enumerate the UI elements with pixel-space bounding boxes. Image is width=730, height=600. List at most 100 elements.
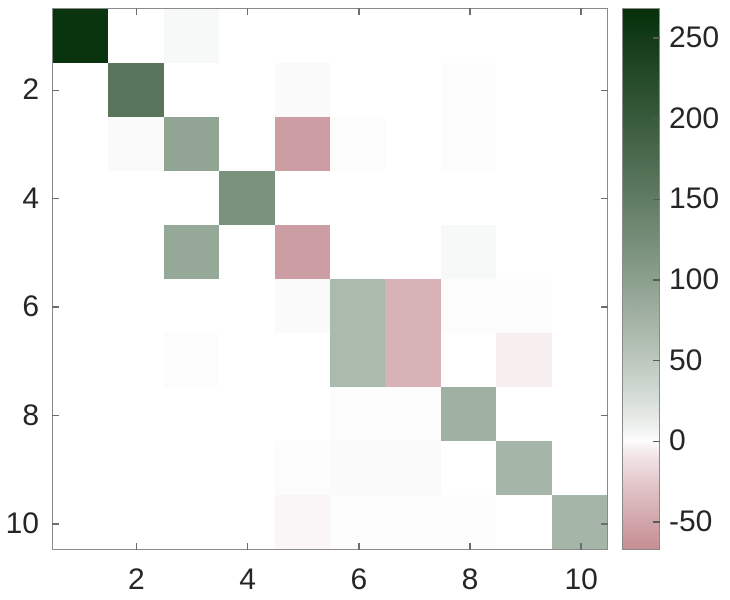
heatmap-cell: [440, 495, 497, 549]
heatmap-cell: [108, 225, 164, 279]
colorbar-tick-label: 100: [669, 263, 720, 296]
heatmap-cell: [440, 9, 497, 63]
heatmap-cell: [551, 441, 607, 495]
heatmap-cell: [108, 495, 164, 549]
heatmap-cell: [440, 333, 497, 387]
colorbar-tick: [652, 37, 660, 39]
y-axis-tick: [52, 414, 60, 417]
heatmap-cell: [163, 63, 220, 117]
y-axis-tick-label: 4: [22, 181, 39, 215]
heatmap-cell: [330, 333, 386, 387]
colorbar-tick: [652, 117, 660, 120]
heatmap-cell: [163, 333, 220, 387]
heatmap-cell: [385, 9, 441, 63]
heatmap-cell: [330, 225, 386, 279]
heatmap-cell: [440, 171, 497, 225]
heatmap-cell: [551, 495, 607, 549]
heatmap-axes: 2 4 6 8 10 2 4 6 8 10: [6, 8, 608, 595]
heatmap-cell: [496, 495, 552, 549]
heatmap-cell: [440, 63, 497, 117]
colorbar-tick-label: 250: [669, 21, 720, 55]
heatmap-cell: [551, 63, 607, 117]
y-axis-tick: [52, 197, 60, 200]
heatmap-cell: [385, 387, 441, 441]
heatmap-cell: [496, 63, 552, 117]
heatmap-cell: [108, 279, 164, 333]
heatmap-cell: [53, 171, 109, 225]
x-axis-tick: [246, 542, 249, 550]
heatmap-cell: [496, 441, 552, 495]
x-axis-tick: [469, 542, 471, 550]
colorbar-tick: [652, 440, 660, 443]
x-axis-tick-top: [580, 8, 582, 16]
heatmap-cell: [219, 279, 275, 333]
heatmap-cell: [440, 117, 497, 171]
heatmap-cell: [274, 9, 330, 63]
heatmap-cell: [385, 441, 441, 495]
heatmap-cell: [108, 387, 164, 441]
heatmap-cell: [108, 333, 164, 387]
colorbar: -50 0 50 100 150 200 250: [622, 8, 719, 550]
colorbar-tick-label: 200: [669, 101, 720, 135]
heatmap-cell: [219, 387, 275, 441]
heatmap-cell: [163, 117, 220, 171]
heatmap-cell: [496, 117, 552, 171]
x-axis-tick-top: [469, 8, 471, 16]
heatmap-cell: [274, 63, 330, 117]
colorbar-tick-label: 50: [669, 343, 703, 377]
heatmap-cell: [496, 279, 552, 333]
heatmap-cell: [53, 117, 109, 171]
heatmap-cell: [53, 387, 109, 441]
y-axis-tick: [52, 89, 60, 92]
y-axis-tick-label: 6: [22, 290, 39, 324]
heatmap-cell: [219, 117, 275, 171]
heatmap-cell: [163, 279, 220, 333]
heatmap-cell: [108, 63, 164, 117]
heatmap-cell: [53, 9, 109, 63]
y-axis-tick-right: [600, 197, 608, 200]
colorbar-tick-label: -50: [669, 504, 713, 538]
y-axis-tick-label: 10: [5, 506, 39, 540]
heatmap-cell: [53, 333, 109, 387]
heatmap-cell: [551, 117, 607, 171]
colorbar-tick-label: 0: [669, 424, 686, 458]
heatmap-cell: [163, 441, 220, 495]
heatmap-cell: [551, 387, 607, 441]
heatmap-cell: [219, 441, 275, 495]
x-axis-tick-label: 4: [239, 563, 256, 596]
colorbar-tick-label: 150: [669, 182, 720, 216]
x-axis-tick-top: [135, 8, 138, 16]
heatmap-cell: [385, 117, 441, 171]
x-axis-tick-top: [358, 8, 360, 16]
y-axis-tick-label: 8: [22, 398, 39, 432]
colorbar-tick: [652, 521, 660, 523]
heatmap-cell: [330, 117, 386, 171]
heatmap-cell: [551, 333, 607, 387]
heatmap-cell: [53, 63, 109, 117]
heatmap-cell: [440, 387, 497, 441]
heatmap-cell: [163, 495, 220, 549]
x-axis-tick-label: 2: [128, 563, 145, 596]
colorbar-tick: [652, 279, 660, 281]
heatmap-cell: [385, 279, 441, 333]
heatmap-cell: [219, 225, 275, 279]
heatmap-cell: [330, 279, 386, 333]
x-axis-tick-top: [246, 8, 249, 16]
heatmap-cell: [108, 441, 164, 495]
heatmap-cell: [551, 279, 607, 333]
heatmap-cell: [330, 171, 386, 225]
x-axis-tick-label: 10: [564, 563, 598, 596]
y-axis-tick-right: [600, 523, 608, 525]
heatmap-cell: [551, 225, 607, 279]
heatmap-cell: [219, 9, 275, 63]
heatmap-cell: [274, 333, 330, 387]
y-axis-tick-right: [600, 89, 608, 92]
heatmap-cell: [274, 171, 330, 225]
heatmap-cell: [163, 9, 220, 63]
y-axis-tick-right: [600, 414, 608, 417]
heatmap-cell: [330, 387, 386, 441]
heatmap-cell: [385, 333, 441, 387]
heatmap-cell: [440, 225, 497, 279]
heatmap-cell: [551, 9, 607, 63]
